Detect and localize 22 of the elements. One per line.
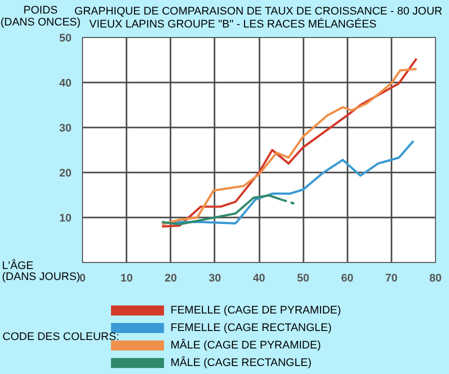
legend-title: CODE DES COLEURS: <box>2 330 120 343</box>
x-tick-label: 70 <box>385 272 398 284</box>
y-tick-label: 40 <box>59 78 72 90</box>
legend-label: FEMELLE (CAGE RECTANGLE) <box>170 322 332 334</box>
legend-label: MÂLE (CAGE RECTANGLE) <box>170 356 312 369</box>
x-tick-label: 20 <box>164 272 177 284</box>
y-tick-label: 20 <box>59 168 72 180</box>
legend-label: FEMELLE (CAGE DE PYRAMIDE) <box>170 304 342 316</box>
legend-label: MÂLE (CAGE DE PYRAMIDE) <box>170 338 321 352</box>
x-tick-label: 30 <box>208 272 222 284</box>
x-tick-label: 50 <box>297 272 310 284</box>
chart-subtitle: VIEUX LAPINS GROUPE "B" - LES RACES MÉLANGÉES <box>89 18 376 30</box>
chart-title: GRAPHIQUE DE COMPARAISON DE TAUX DE CROISSANCE - 80 JOUR <box>74 6 442 18</box>
x-tick-label: 10 <box>120 272 133 284</box>
y-tick-label: 30 <box>59 122 72 134</box>
x-tick-label: 60 <box>341 272 354 284</box>
x-tick-label: 0 <box>79 272 86 284</box>
x-axis-title: L'ÂGE (DANS JOURS) <box>2 260 80 283</box>
y-tick-label: 50 <box>59 32 72 44</box>
y-tick-label: 10 <box>59 212 72 224</box>
x-tick-label: 40 <box>252 272 266 284</box>
x-tick-label: 80 <box>429 272 442 284</box>
